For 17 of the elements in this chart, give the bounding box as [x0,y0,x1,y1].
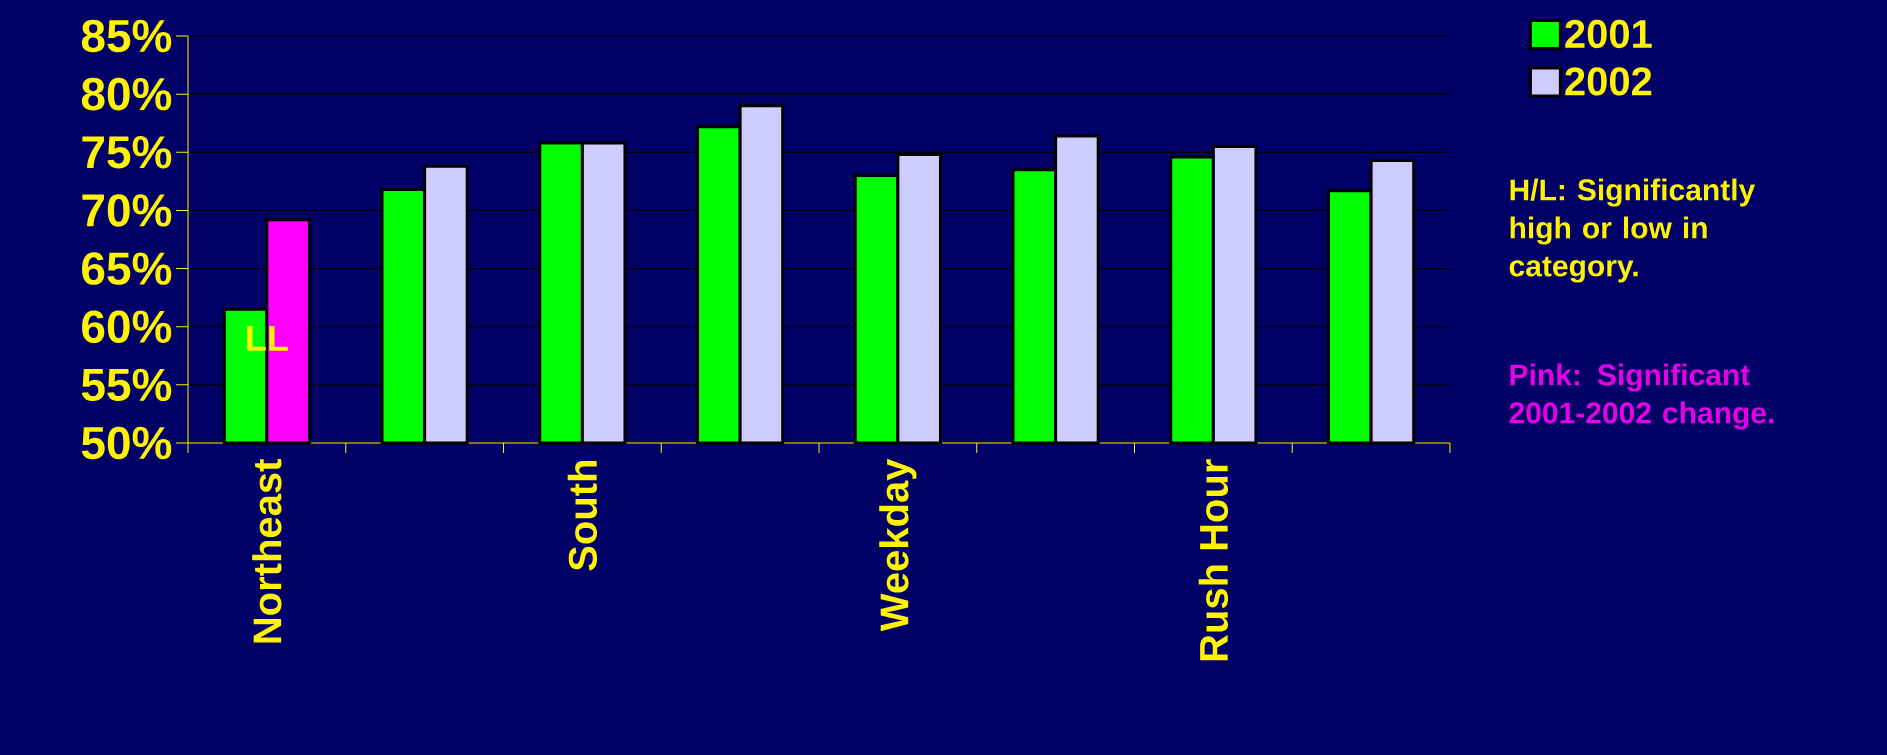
y-tick-label: 70% [82,194,172,227]
x-tick-label: Rush Hour [1198,459,1229,661]
y-tick-label: 60% [82,310,172,343]
legend-label: 2001 [1565,19,1652,49]
y-tick-label: 80% [81,77,172,111]
text: Pink: Significant 2001-2002 change. [1509,363,1774,430]
y-tick-label: 55% [81,368,172,402]
x-tick-label: Weekday [879,458,917,632]
y-tick-label: 85% [81,19,172,53]
y-tick-label: 50% [81,426,172,460]
y-tick-label: 75% [82,136,172,169]
annotation: LL [247,325,288,351]
x-tick-label: Northeast [252,459,282,643]
text: H/L: Significantly high or low in category. [1509,178,1756,283]
legend-label: 2002 [1565,67,1652,96]
x-tick-label: South [567,461,598,571]
y-tick-label: 65% [82,252,172,285]
